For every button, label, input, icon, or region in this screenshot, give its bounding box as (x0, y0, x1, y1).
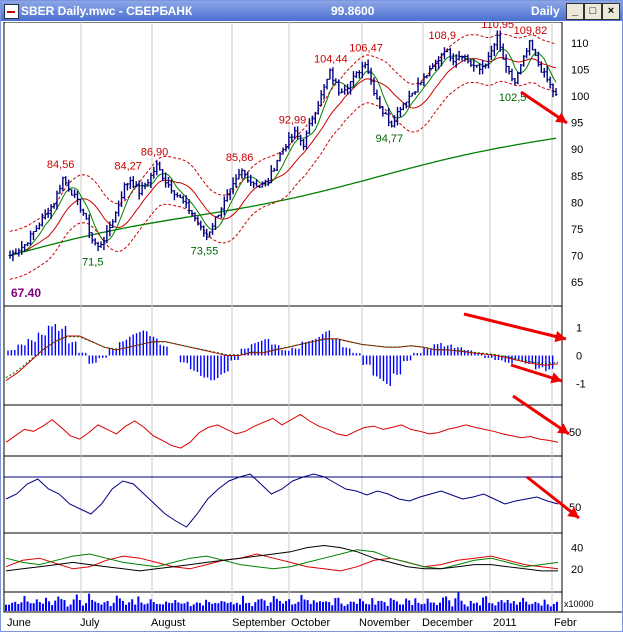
price-axis-tick: 65 (571, 277, 583, 289)
maximize-icon: □ (589, 5, 597, 17)
price-annotation: 85,86 (226, 152, 254, 164)
month-label: November (359, 617, 410, 629)
annotation-arrow-head (550, 372, 562, 384)
timeframe-label: Daily (531, 4, 560, 18)
minimize-button[interactable]: _ (566, 3, 584, 20)
month-label: December (422, 617, 473, 629)
price-annotation: 106,47 (349, 43, 383, 55)
annotation-arrow (463, 312, 567, 341)
price-annotation: 84,27 (114, 161, 142, 173)
price-axis-tick: 80 (571, 197, 583, 209)
ma-mid-line (9, 56, 557, 257)
price-annotation: 109,82 (514, 25, 548, 37)
ma-slow-line (9, 137, 557, 257)
envelope-lower-line (9, 80, 557, 280)
maximize-button[interactable]: □ (584, 3, 602, 20)
macd-line (5, 336, 559, 379)
price-axis-tick: 85 (571, 171, 583, 183)
chart-app-icon (4, 4, 19, 19)
last-price-label: 67.40 (11, 286, 41, 300)
annotation-arrow-head (567, 506, 579, 518)
macd-axis-tick: 0 (576, 351, 582, 363)
price-axis-tick: 110 (571, 38, 589, 50)
price-annotation: 102,5 (499, 92, 527, 104)
price-axis-tick: 100 (571, 91, 589, 103)
month-label: June (7, 617, 31, 629)
annotation-arrow (512, 394, 570, 436)
price-annotation: 73,55 (191, 246, 219, 258)
month-label: 2011 (493, 617, 517, 629)
price-annotation: 94,77 (376, 133, 404, 145)
macd-axis-tick: -1 (576, 378, 586, 390)
price-annotation: 92,99 (279, 114, 307, 126)
dmi-line-0 (5, 553, 559, 572)
dmi-axis-tick: 20 (571, 564, 583, 576)
rsi-axis-tick: 50 (569, 427, 581, 439)
annotation-arrow-head (554, 330, 566, 343)
month-label: Febr (554, 617, 577, 629)
price-annotation: 108,9 (428, 30, 456, 42)
annotation-arrow-head (555, 112, 567, 123)
price-axis-tick: 95 (571, 118, 583, 130)
price-annotation: 86,90 (141, 147, 169, 159)
price-axis-tick: 75 (571, 224, 583, 236)
macd-axis-tick: 1 (576, 323, 582, 335)
title-bar[interactable]: SBER Daily.mwc - СБЕРБАНК 99.8600 Daily … (1, 1, 622, 21)
annotation-arrow (526, 475, 580, 520)
month-label: July (80, 617, 100, 629)
price-axis-tick: 70 (571, 250, 583, 262)
price-annotation: 104,44 (314, 53, 348, 65)
close-button[interactable]: × (602, 3, 620, 20)
dmi-line-2 (5, 544, 558, 572)
price-axis-tick: 90 (571, 144, 583, 156)
volume-axis-label: x10000 (564, 599, 594, 609)
price-axis-tick: 105 (571, 65, 589, 77)
dmi-line-1 (5, 549, 559, 570)
month-label: September (232, 617, 286, 629)
price-annotation: 84,56 (47, 159, 75, 171)
window-title: SBER Daily.mwc - СБЕРБАНК (21, 4, 193, 18)
price-annotation: 110,95 (481, 22, 514, 31)
oscillator-line (5, 473, 559, 528)
dmi-axis-tick: 40 (571, 543, 583, 555)
price-annotation: 71,5 (82, 257, 103, 269)
chart-area[interactable]: June July August September October November De… (1, 22, 622, 631)
month-label: August (151, 617, 185, 629)
current-price: 99.8600 (331, 4, 375, 18)
annotation-arrow-head (557, 423, 569, 434)
close-icon: × (607, 5, 615, 17)
month-label: October (291, 617, 330, 629)
rsi-line (5, 413, 559, 449)
minimize-icon: _ (571, 5, 579, 17)
